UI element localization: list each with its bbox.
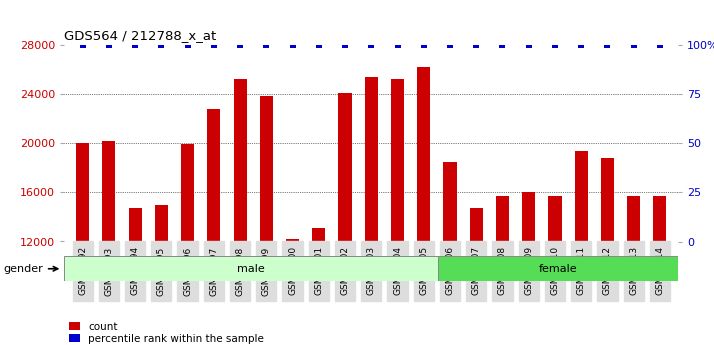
Text: GDS564 / 212788_x_at: GDS564 / 212788_x_at [64, 29, 216, 42]
Bar [601, 158, 614, 242]
Bar [286, 239, 299, 241]
Bar [548, 196, 561, 241]
Bar [312, 228, 326, 242]
Bar [575, 150, 588, 241]
Bar [233, 79, 246, 242]
Text: female: female [539, 264, 578, 274]
Bar [627, 196, 640, 241]
Bar [181, 145, 194, 242]
Bar [207, 109, 221, 242]
Bar [102, 141, 116, 242]
Legend: count, percentile rank within the sample: count, percentile rank within the sample [69, 322, 264, 344]
Bar [76, 143, 89, 241]
Bar [338, 93, 351, 241]
Bar [260, 97, 273, 242]
Bar [438, 256, 678, 281]
Bar [129, 208, 141, 242]
Bar [365, 77, 378, 242]
Bar [653, 196, 666, 241]
Bar [470, 208, 483, 242]
Bar [443, 161, 456, 242]
Bar [522, 193, 536, 242]
Text: male: male [237, 264, 265, 274]
Bar [496, 196, 509, 241]
Text: gender: gender [3, 264, 58, 274]
Bar [417, 67, 431, 242]
Bar [155, 205, 168, 241]
Bar [391, 79, 404, 242]
Bar [64, 256, 438, 281]
